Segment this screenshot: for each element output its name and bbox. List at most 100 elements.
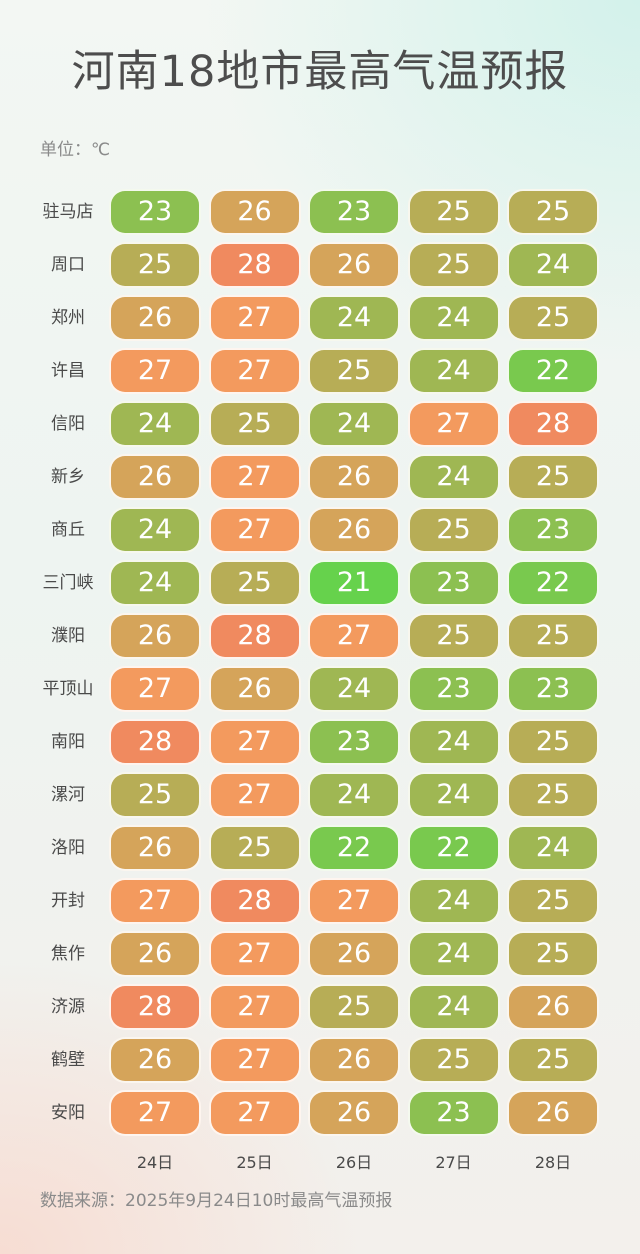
- temperature-cell: 25: [407, 1037, 500, 1083]
- temperature-cell: 26: [109, 825, 201, 871]
- temperature-cell: 27: [208, 348, 301, 394]
- unit-label: 单位：℃: [40, 140, 111, 160]
- temperature-cell: 27: [109, 666, 201, 712]
- temperature-cell: 27: [208, 454, 301, 500]
- temperature-cell: 27: [208, 507, 301, 553]
- row-label: 安阳: [51, 1103, 85, 1123]
- temperature-cell: 23: [308, 189, 400, 235]
- temperature-cell: 26: [308, 507, 400, 553]
- temperature-cell: 25: [507, 878, 599, 924]
- temperature-cell: 25: [407, 507, 500, 553]
- temperature-cell: 27: [308, 613, 400, 659]
- temperature-cell: 22: [507, 348, 599, 394]
- temperature-cell: 23: [507, 507, 599, 553]
- data-source-note: 数据来源：2025年9月24日10时最高气温预报: [40, 1191, 393, 1211]
- temperature-cell: 23: [109, 189, 201, 235]
- row-label: 信阳: [51, 414, 85, 434]
- temperature-cell: 25: [308, 984, 400, 1030]
- temperature-cell: 25: [208, 825, 301, 871]
- temperature-cell: 24: [407, 348, 500, 394]
- column-label: 28日: [534, 1153, 572, 1172]
- column-label: 24日: [136, 1153, 174, 1172]
- temperature-cell: 24: [308, 401, 400, 447]
- temperature-cell: 27: [109, 878, 201, 924]
- row-label: 郑州: [51, 308, 85, 328]
- temperature-cell: 24: [109, 401, 201, 447]
- row-label: 鹤壁: [51, 1050, 85, 1070]
- temperature-cell: 25: [507, 613, 599, 659]
- temperature-cell: 25: [507, 719, 599, 765]
- temperature-cell: 27: [407, 401, 500, 447]
- row-label: 商丘: [51, 520, 85, 540]
- column-label: 27日: [435, 1153, 472, 1172]
- row-label: 许昌: [51, 361, 85, 381]
- temperature-cell: 25: [208, 560, 301, 606]
- temperature-cell: 24: [407, 878, 500, 924]
- temperature-cell: 24: [407, 295, 500, 341]
- row-label: 漯河: [51, 785, 85, 805]
- temperature-cell: 25: [507, 1037, 599, 1083]
- temperature-cell: 26: [308, 242, 400, 288]
- temperature-cell: 23: [407, 1090, 500, 1136]
- temperature-cell: 25: [407, 189, 500, 235]
- temperature-cell: 25: [507, 189, 599, 235]
- temperature-cell: 26: [109, 613, 201, 659]
- temperature-cell: 26: [308, 1037, 400, 1083]
- temperature-cell: 28: [109, 984, 201, 1030]
- row-label: 济源: [51, 997, 85, 1017]
- temperature-cell: 25: [507, 772, 599, 818]
- temperature-cell: 28: [208, 242, 301, 288]
- temperature-cell: 27: [208, 772, 301, 818]
- temperature-cell: 27: [208, 1037, 301, 1083]
- temperature-cell: 22: [507, 560, 599, 606]
- temperature-cell: 26: [109, 454, 201, 500]
- temperature-cell: 28: [208, 878, 301, 924]
- temperature-cell: 27: [208, 295, 301, 341]
- temperature-cell: 26: [308, 1090, 400, 1136]
- temperature-cell: 23: [507, 666, 599, 712]
- temperature-cell: 28: [507, 401, 599, 447]
- temperature-cell: 26: [507, 1090, 599, 1136]
- temperature-cell: 25: [407, 613, 500, 659]
- temperature-cell: 24: [507, 242, 599, 288]
- temperature-cell: 28: [208, 613, 301, 659]
- row-label: 三门峡: [42, 573, 94, 593]
- temperature-cell: 24: [109, 507, 201, 553]
- temperature-cell: 22: [308, 825, 400, 871]
- row-label: 开封: [51, 891, 85, 911]
- temperature-cell: 27: [109, 348, 201, 394]
- temperature-cell: 25: [407, 242, 500, 288]
- temperature-cell: 23: [308, 719, 400, 765]
- temperature-cell: 24: [407, 984, 500, 1030]
- row-label: 濮阳: [51, 626, 85, 646]
- temperature-cell: 24: [407, 454, 500, 500]
- temperature-cell: 27: [109, 1090, 201, 1136]
- page-title: 河南18地市最高气温预报: [71, 47, 569, 97]
- temperature-cell: 27: [208, 931, 301, 977]
- temperature-cell: 24: [308, 666, 400, 712]
- temperature-cell: 24: [507, 825, 599, 871]
- temperature-cell: 22: [407, 825, 500, 871]
- temperature-cell: 27: [208, 1090, 301, 1136]
- temperature-cell: 25: [308, 348, 400, 394]
- temperature-cell: 24: [308, 772, 400, 818]
- row-label: 焦作: [51, 944, 85, 964]
- temperature-cell: 27: [208, 719, 301, 765]
- temperature-cell: 26: [208, 189, 301, 235]
- temperature-cell: 24: [308, 295, 400, 341]
- temperature-cell: 24: [407, 931, 500, 977]
- temperature-cell: 26: [507, 984, 599, 1030]
- temperature-cell: 24: [407, 719, 500, 765]
- temperature-cell: 27: [308, 878, 400, 924]
- column-label: 26日: [335, 1153, 373, 1172]
- row-label: 驻马店: [42, 202, 94, 222]
- row-label: 周口: [51, 255, 85, 275]
- temperature-cell: 25: [507, 931, 599, 977]
- temperature-cell: 28: [109, 719, 201, 765]
- column-label: 25日: [236, 1153, 273, 1172]
- temperature-cell: 27: [208, 984, 301, 1030]
- temperature-cell: 25: [507, 454, 599, 500]
- temperature-cell: 25: [109, 772, 201, 818]
- temperature-cell: 21: [308, 560, 400, 606]
